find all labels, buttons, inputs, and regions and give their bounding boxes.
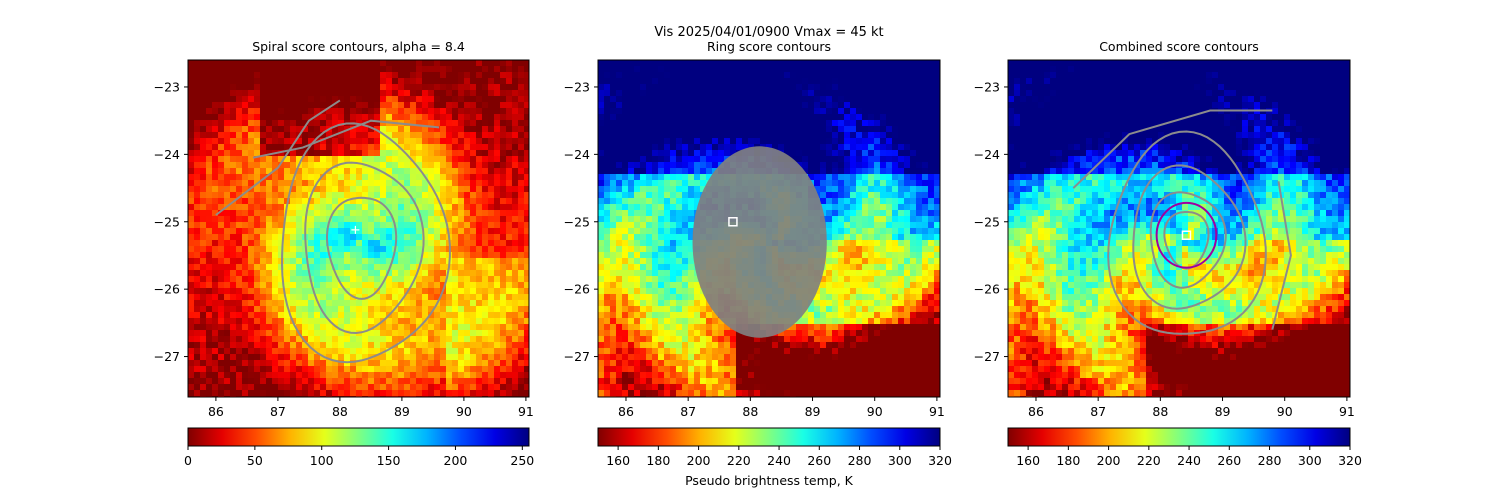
x-tick-label: 86	[618, 404, 634, 419]
score-contours	[215, 99, 451, 364]
colorbar-tick-label: 220	[1137, 453, 1161, 468]
axes-frame	[1007, 59, 1351, 398]
center-square-marker	[1181, 230, 1192, 240]
colorbar-tick-label: 280	[1258, 453, 1282, 468]
colorbar-tick-label: 0	[184, 453, 192, 468]
colorbar: 160 180 200 220 240 260 280 300 320	[597, 427, 952, 468]
colorbar-tick-label: 200	[687, 453, 711, 468]
colorbar-tick-label: 220	[727, 453, 751, 468]
heatmap-image	[188, 60, 529, 397]
x-tick-label: 87	[270, 404, 286, 419]
x-tick-label: 91	[929, 404, 945, 419]
panel-title: Combined score contours	[1099, 39, 1259, 54]
x-tick-label: 90	[456, 404, 472, 419]
x-tick-label: 89	[394, 404, 410, 419]
contour-line	[1107, 130, 1267, 335]
x-tick-label: 87	[680, 404, 696, 419]
x-tick-label: 89	[805, 404, 821, 419]
y-tick-label: −24	[564, 147, 590, 162]
y-tick-label: −25	[564, 214, 590, 229]
contour-line	[280, 122, 451, 364]
center-square-marker	[728, 217, 738, 227]
colorbar-tick-label: 300	[888, 453, 912, 468]
colorbar-tick-label: 280	[848, 453, 872, 468]
x-tick-label: 88	[1152, 404, 1168, 419]
y-tick-label: −23	[974, 79, 1000, 94]
x-tick-label: 86	[1028, 404, 1044, 419]
colorbar-tick-label: 320	[928, 453, 952, 468]
colorbar-gradient	[1007, 427, 1351, 447]
y-tick-label: −24	[974, 147, 1000, 162]
fitted-circle	[1155, 201, 1218, 269]
spiral-arm-contour	[215, 99, 341, 216]
colorbar-tick-label: 150	[377, 453, 401, 468]
x-tick-label: 91	[1339, 404, 1355, 419]
heatmap-image	[598, 60, 940, 397]
y-tick-label: −27	[564, 349, 590, 364]
y-tick-label: −26	[154, 282, 180, 297]
y-tick-label: −23	[564, 79, 590, 94]
panel-1: Spiral score contours, alpha = 8.4 86 87 88…	[154, 39, 535, 468]
spiral-arm-contour	[1271, 181, 1292, 330]
colorbar-tick-label: 160	[606, 453, 630, 468]
panel-title: Spiral score contours, alpha = 8.4	[252, 39, 465, 54]
contour-line	[304, 161, 425, 335]
heatmap-image	[1008, 60, 1350, 397]
x-tick-label: 86	[208, 404, 224, 419]
x-tick-label: 89	[1215, 404, 1231, 419]
x-tick-label: 90	[1277, 404, 1293, 419]
colorbar-tick-label: 320	[1338, 453, 1362, 468]
x-tick-label: 90	[867, 404, 883, 419]
colorbar: 0 50 100 150 200 250	[184, 427, 534, 468]
axes-frame	[597, 59, 941, 398]
center-plus-marker	[351, 225, 360, 234]
y-tick-label: −26	[974, 282, 1000, 297]
y-tick-label: −25	[154, 214, 180, 229]
panel-title: Ring score contours	[707, 39, 831, 54]
colorbar-tick-label: 260	[1217, 453, 1241, 468]
spiral-arm-contour	[252, 119, 440, 159]
contour-line	[1132, 164, 1247, 310]
x-tick-label: 87	[1090, 404, 1106, 419]
colorbar-gradient	[597, 427, 941, 447]
colorbar-tick-label: 300	[1298, 453, 1322, 468]
figure-suptitle: Vis 2025/04/01/0900 Vmax = 45 kt	[654, 25, 883, 40]
colorbar-tick-label: 240	[767, 453, 791, 468]
y-tick-label: −25	[974, 214, 1000, 229]
colorbar-tick-label: 180	[1056, 453, 1080, 468]
contour-line	[1163, 211, 1210, 270]
y-tick-label: −27	[154, 349, 180, 364]
x-tick-label: 88	[742, 404, 758, 419]
y-tick-label: −23	[154, 79, 180, 94]
colorbar-tick-label: 240	[1177, 453, 1201, 468]
contour-line	[325, 196, 398, 300]
colorbar-tick-label: 180	[646, 453, 670, 468]
colorbar-tick-label: 200	[1097, 453, 1121, 468]
panel-2: Ring score contours 86 87 88 89 90 91 −23 −24 −25…	[564, 39, 952, 468]
score-contours	[1072, 109, 1292, 335]
colorbar-tick-label: 160	[1016, 453, 1040, 468]
y-tick-label: −27	[974, 349, 1000, 364]
panel-3: Combined score contours 86 87 88 89 90 91 −23 −2…	[974, 39, 1362, 468]
colorbar-tick-label: 250	[510, 453, 534, 468]
colorbar-tick-label: 50	[247, 453, 263, 468]
colorbar-tick-label: 100	[310, 453, 334, 468]
spiral-arm-contour	[1072, 109, 1273, 189]
colorbar-tick-label: 260	[807, 453, 831, 468]
y-tick-label: −24	[154, 147, 180, 162]
colorbar: 160 180 200 220 240 260 280 300 320	[1007, 427, 1362, 468]
colorbar-label: Pseudo brightness temp, K	[685, 473, 854, 488]
contour-line	[1149, 191, 1227, 289]
x-tick-label: 91	[518, 404, 534, 419]
colorbar-tick-label: 200	[444, 453, 468, 468]
axes-frame	[187, 59, 530, 398]
y-tick-label: −26	[564, 282, 590, 297]
colorbar-gradient	[187, 427, 530, 447]
ring-score-region	[692, 146, 827, 338]
x-tick-label: 88	[332, 404, 348, 419]
